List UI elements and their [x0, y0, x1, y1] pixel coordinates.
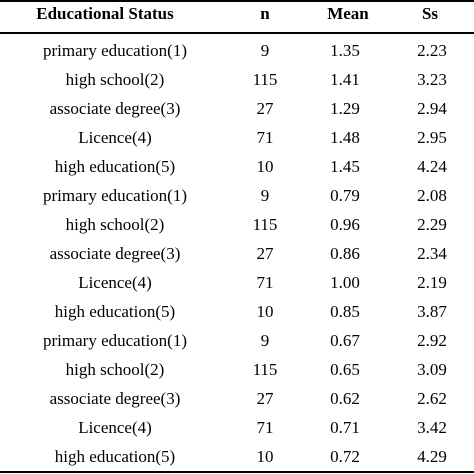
cell-educational-status: primary education(1) — [43, 330, 187, 350]
cell-n: 10 — [256, 156, 274, 176]
cell-educational-status: high education(5) — [54, 156, 176, 176]
table-row: high school(2) 115 0.96 2.29 — [0, 210, 474, 239]
cell-mean: 0.67 — [330, 330, 360, 350]
cell-educational-status: high school(2) — [65, 214, 165, 234]
cell-ss: 2.94 — [417, 98, 447, 118]
table-header-rule — [0, 32, 474, 34]
cell-n: 10 — [256, 301, 274, 321]
cell-ss: 2.08 — [417, 185, 447, 205]
cell-educational-status: associate degree(3) — [49, 243, 181, 263]
cell-mean: 0.62 — [330, 388, 360, 408]
cell-educational-status: Licence(4) — [78, 417, 152, 437]
table-row: Licence(4) 71 0.71 3.42 — [0, 413, 474, 442]
cell-mean: 0.71 — [330, 417, 360, 437]
cell-n: 27 — [256, 98, 274, 118]
cell-n: 71 — [256, 272, 274, 292]
table-header-row: Educational Status n Mean Ss — [0, 0, 474, 28]
cell-mean: 0.96 — [330, 214, 360, 234]
table-row: associate degree(3) 27 0.86 2.34 — [0, 239, 474, 268]
cell-ss: 2.29 — [417, 214, 447, 234]
cell-ss: 2.34 — [417, 243, 447, 263]
table-row: high education(5) 10 1.45 4.24 — [0, 152, 474, 181]
cell-educational-status: associate degree(3) — [49, 388, 181, 408]
cell-n: 115 — [252, 214, 278, 234]
table-row: primary education(1) 9 0.79 2.08 — [0, 181, 474, 210]
cell-mean: 1.41 — [330, 69, 360, 89]
header-n: n — [260, 4, 270, 23]
cell-mean: 1.45 — [330, 156, 360, 176]
table-top-rule — [0, 0, 474, 2]
cell-n: 27 — [256, 388, 274, 408]
cell-ss: 2.62 — [417, 388, 447, 408]
table-row: associate degree(3) 27 1.29 2.94 — [0, 94, 474, 123]
cell-n: 10 — [256, 446, 274, 466]
cell-educational-status: primary education(1) — [43, 185, 187, 205]
cell-ss: 2.95 — [417, 127, 447, 147]
cell-n: 71 — [256, 417, 274, 437]
cell-ss: 2.19 — [417, 272, 447, 292]
table-row: associate degree(3) 27 0.62 2.62 — [0, 384, 474, 413]
table-bottom-rule — [0, 471, 474, 473]
cell-educational-status: high education(5) — [54, 446, 176, 466]
cell-ss: 2.92 — [417, 330, 447, 350]
cell-educational-status: Licence(4) — [78, 272, 152, 292]
header-ss: Ss — [421, 4, 439, 23]
cell-educational-status: high school(2) — [65, 359, 165, 379]
cell-n: 115 — [252, 359, 278, 379]
cell-educational-status: primary education(1) — [43, 40, 187, 60]
cell-n: 9 — [260, 40, 270, 60]
table-row: Licence(4) 71 1.48 2.95 — [0, 123, 474, 152]
cell-mean: 0.65 — [330, 359, 360, 379]
table-row: Licence(4) 71 1.00 2.19 — [0, 268, 474, 297]
table-row: primary education(1) 9 1.35 2.23 — [0, 36, 474, 65]
table-row: primary education(1) 9 0.67 2.92 — [0, 326, 474, 355]
cell-educational-status: high education(5) — [54, 301, 176, 321]
cell-mean: 1.48 — [330, 127, 360, 147]
table-row: high school(2) 115 1.41 3.23 — [0, 65, 474, 94]
header-educational-status: Educational Status — [36, 4, 174, 23]
cell-n: 27 — [256, 243, 274, 263]
cell-mean: 1.00 — [330, 272, 360, 292]
cell-ss: 3.09 — [417, 359, 447, 379]
cell-n: 115 — [252, 69, 278, 89]
cell-ss: 2.23 — [417, 40, 447, 60]
cell-mean: 0.72 — [330, 446, 360, 466]
table-row: high education(5) 10 0.85 3.87 — [0, 297, 474, 326]
cell-educational-status: Licence(4) — [78, 127, 152, 147]
cell-educational-status: associate degree(3) — [49, 98, 181, 118]
cell-n: 9 — [260, 330, 270, 350]
cell-ss: 3.23 — [417, 69, 447, 89]
cell-mean: 0.86 — [330, 243, 360, 263]
cell-n: 9 — [260, 185, 270, 205]
cell-mean: 1.35 — [330, 40, 360, 60]
table-row: high school(2) 115 0.65 3.09 — [0, 355, 474, 384]
cell-ss: 3.87 — [417, 301, 447, 321]
header-mean: Mean — [327, 4, 369, 23]
cell-ss: 3.42 — [417, 417, 447, 437]
cell-educational-status: high school(2) — [65, 69, 165, 89]
cell-ss: 4.29 — [417, 446, 447, 466]
cell-mean: 0.79 — [330, 185, 360, 205]
table-row: high education(5) 10 0.72 4.29 — [0, 442, 474, 471]
cell-mean: 0.85 — [330, 301, 360, 321]
cell-n: 71 — [256, 127, 274, 147]
cell-mean: 1.29 — [330, 98, 360, 118]
cell-ss: 4.24 — [417, 156, 447, 176]
